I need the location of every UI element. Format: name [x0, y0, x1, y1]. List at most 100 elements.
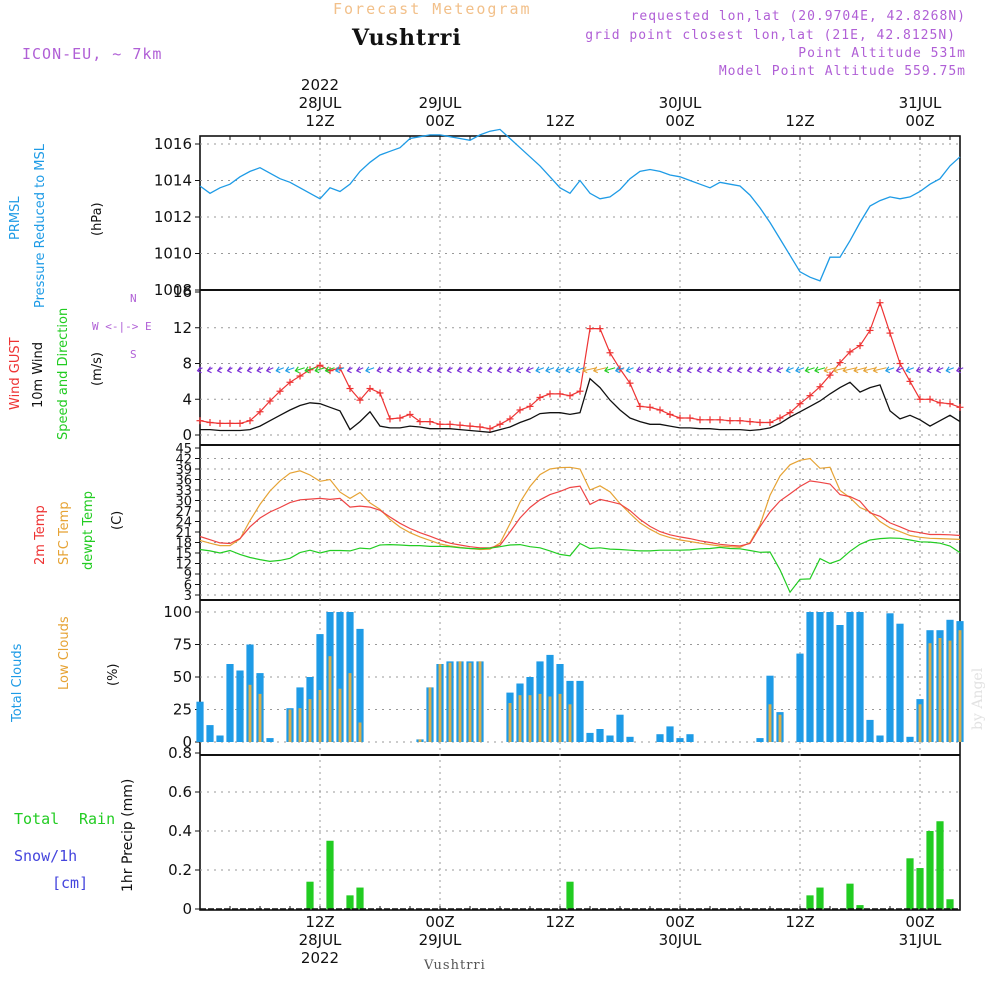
- wind-direction-arrowhead: [355, 366, 362, 374]
- wind-direction-arrowhead: [406, 366, 412, 374]
- y-tick-label: 4: [182, 390, 192, 408]
- snow-unit-label: [cm]: [52, 874, 89, 892]
- bottom-time-label-line: 00Z: [665, 913, 695, 931]
- bottom-time-label-line: 00Z: [425, 913, 455, 931]
- wind-direction-arrowhead: [625, 366, 631, 374]
- wind-direction-arrow: [786, 367, 794, 372]
- wind-direction-arrowhead: [842, 366, 848, 374]
- rain-bar: [926, 831, 934, 909]
- wind-direction-arrow: [555, 367, 565, 372]
- total-cloud-bar: [666, 726, 674, 742]
- wind-direction-arrowhead: [446, 366, 452, 374]
- wind-direction-arrowhead: [275, 366, 281, 374]
- wind-direction-arrow: [843, 367, 857, 372]
- total-cloud-bar: [656, 734, 664, 742]
- wind-direction-arrowhead: [832, 366, 839, 374]
- wind-direction-arrowhead: [256, 366, 262, 374]
- wind-direction-arrow: [356, 367, 364, 372]
- station-name: Vushtrri: [352, 25, 462, 51]
- top-time-label: 12Z: [520, 112, 600, 130]
- top-time-label-line: 00Z: [905, 112, 935, 130]
- bottom-time-label-line: 2022: [300, 949, 340, 967]
- total-cloud-bar: [896, 623, 904, 742]
- top-time-label-line: 00Z: [665, 112, 695, 130]
- total-cloud-bar: [226, 664, 234, 742]
- wind-direction-arrowhead: [284, 366, 291, 374]
- low-cloud-bar: [538, 693, 542, 742]
- requested-coords: requested lon,lat (20.9704E, 42.8268N): [630, 9, 966, 24]
- rain-bar: [346, 895, 354, 909]
- low-cloud-bar: [358, 722, 362, 742]
- wind-direction-arrowhead: [872, 366, 878, 374]
- bottom-time-label-line: 12Z: [305, 913, 335, 931]
- y-tick-label: 12: [173, 319, 192, 337]
- low-cloud-bar: [448, 662, 452, 742]
- bottom-time-label-line: 12Z: [785, 913, 815, 931]
- rain-total-label: Total: [14, 810, 60, 828]
- bottom-time-label-line: 12Z: [545, 913, 575, 931]
- top-time-label-line: 28JUL: [298, 94, 342, 112]
- wind-direction-arrowhead: [436, 366, 442, 374]
- snow-label: Snow/1h: [14, 847, 78, 865]
- wind-direction-arrow: [545, 367, 555, 372]
- top-time-label-line: 12Z: [545, 112, 575, 130]
- total-cloud-bar: [626, 736, 634, 742]
- wind-direction-arrowhead: [785, 366, 791, 374]
- wind-direction-arrow: [885, 367, 895, 372]
- wind-direction-arrowhead: [565, 366, 571, 374]
- y-tick-label: 6: [184, 579, 192, 594]
- low-cloud-bar: [438, 664, 442, 742]
- wind-direction-arrowhead: [895, 366, 901, 374]
- low-cloud-bar: [428, 687, 432, 742]
- plot-frame: [199, 135, 961, 911]
- wind-direction-arrow: [873, 367, 887, 372]
- y-tick-label: 3: [184, 589, 192, 604]
- wind-direction-arrow: [946, 367, 954, 372]
- wind-direction-arrowhead: [506, 366, 512, 374]
- bottom-time-label-line: 29JUL: [418, 931, 462, 949]
- low-cloud-bar: [318, 690, 322, 742]
- wind-direction-arrow: [956, 367, 964, 372]
- bottom-time-label: 12Z: [520, 913, 600, 931]
- wind-direction-arrowhead: [635, 366, 642, 374]
- top-time-label: 2022 28JUL 12Z: [280, 76, 360, 130]
- total-cloud-bar: [616, 714, 624, 742]
- bottom-time-label: 00Z 30JUL: [640, 913, 720, 949]
- wind-direction-arrowhead: [776, 366, 782, 374]
- low-cloud-bar: [308, 699, 312, 742]
- total-cloud-bar: [586, 732, 594, 742]
- rain-bar: [806, 895, 814, 909]
- total-cloud-bar: [686, 734, 694, 742]
- low-cloud-bar: [948, 640, 952, 742]
- low-cloud-bar: [298, 708, 302, 742]
- wind-direction-arrowhead: [885, 366, 891, 374]
- total-cloud-bar: [906, 736, 914, 742]
- low-cloud-bar: [468, 662, 472, 742]
- rain-bar: [816, 887, 824, 909]
- rain-label: Rain: [79, 810, 116, 828]
- wind-direction-arrowhead: [335, 366, 341, 374]
- wind-direction-arrow: [315, 367, 325, 372]
- total-cloud-bar: [846, 612, 854, 742]
- low-cloud-bar: [518, 695, 522, 742]
- top-time-label-line: 2022: [300, 76, 340, 94]
- top-time-label-line: 00Z: [425, 112, 455, 130]
- wind-direction-arrowhead: [456, 366, 462, 374]
- chart-title: Forecast Meteogram: [333, 0, 532, 18]
- wind-direction-arrowhead: [304, 366, 310, 374]
- wind-direction-arrow: [936, 367, 944, 372]
- total-cloud-bar: [856, 612, 864, 742]
- wind-direction-arrow: [335, 367, 345, 372]
- dewpt-temp-line: [199, 537, 961, 594]
- low-cloud-bar: [258, 693, 262, 742]
- wind-direction-arrowhead: [396, 366, 402, 374]
- wind-direction-arrow: [325, 367, 335, 372]
- y-tick-label: 16: [173, 283, 192, 301]
- y-tick-label: 36: [175, 474, 192, 489]
- compass-n: N: [130, 292, 137, 305]
- total-cloud-bar: [336, 612, 344, 742]
- wind-direction-arrowhead: [486, 366, 493, 374]
- wind-direction-arrowhead: [853, 366, 859, 374]
- y-tick-label: 9: [184, 568, 192, 583]
- wind-direction-arrowhead: [926, 366, 932, 374]
